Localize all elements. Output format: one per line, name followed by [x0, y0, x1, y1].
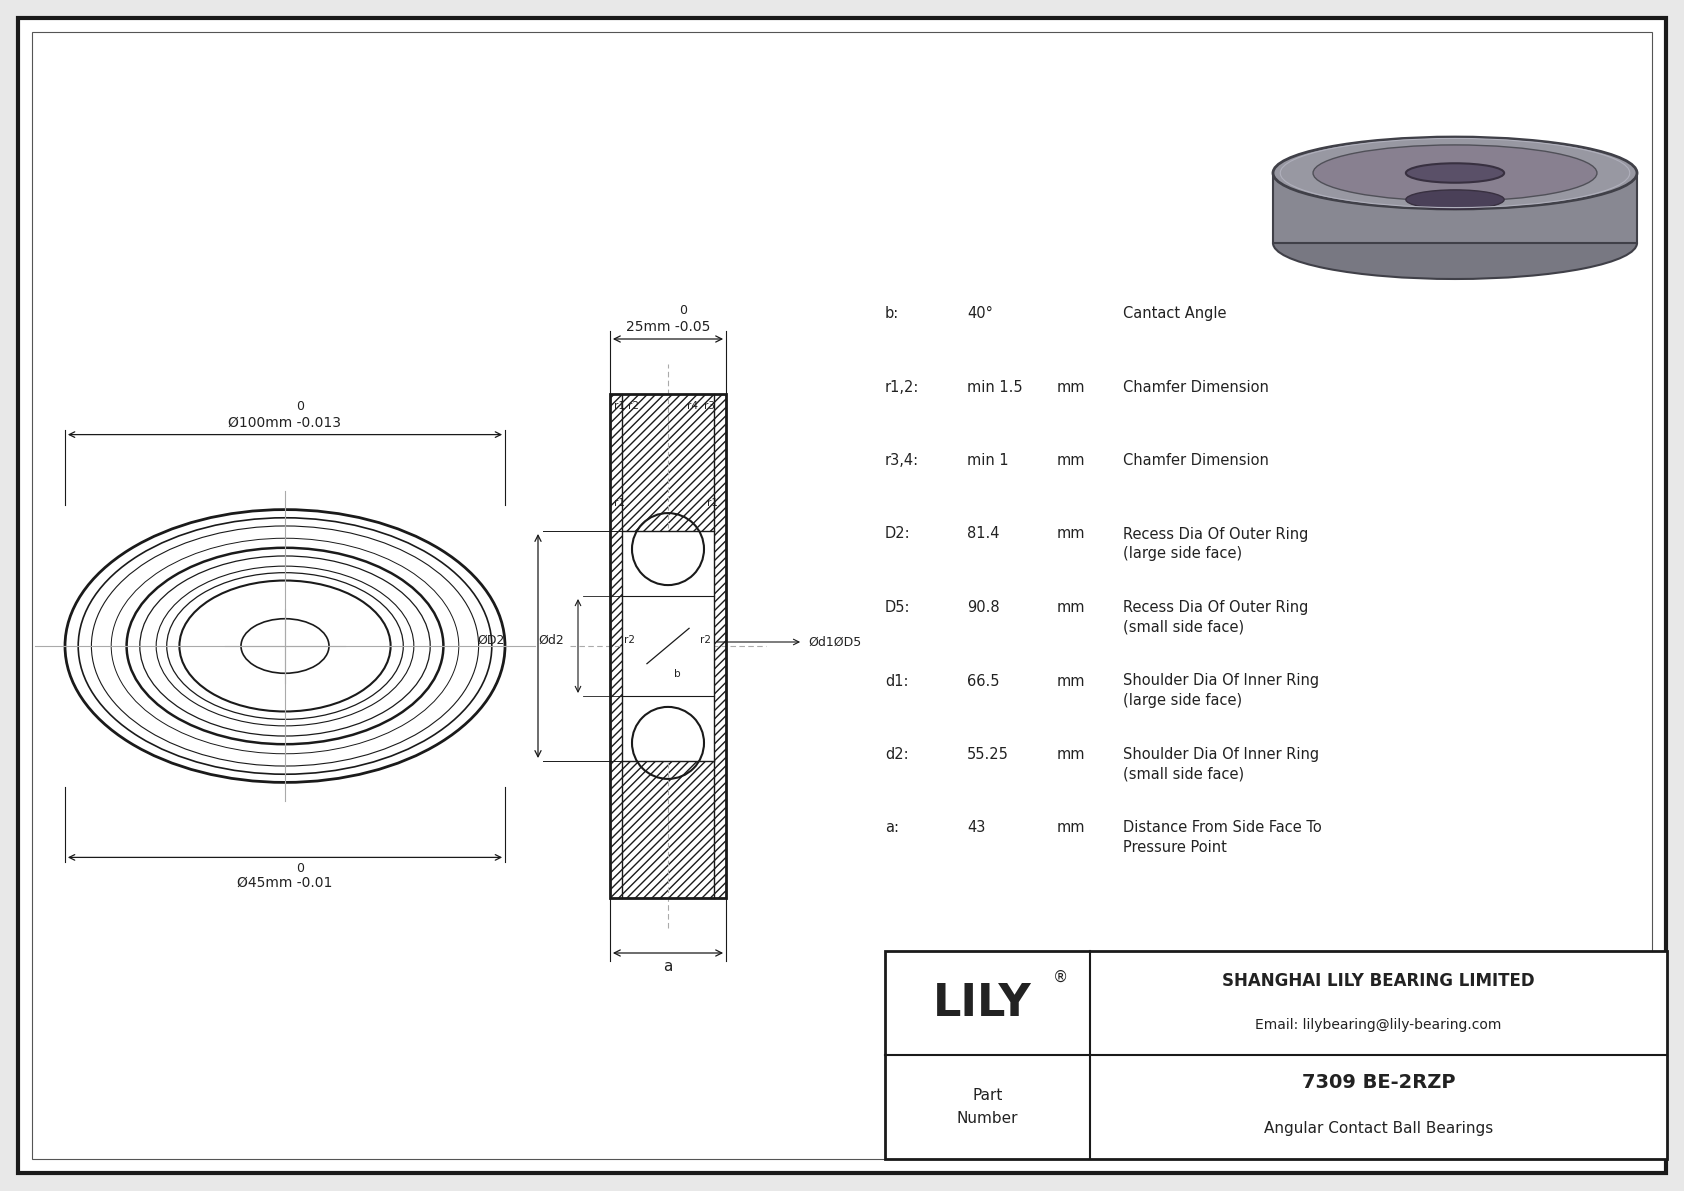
Text: mm: mm — [1058, 821, 1086, 836]
Text: r1: r1 — [707, 498, 719, 509]
Text: Chamfer Dimension: Chamfer Dimension — [1123, 453, 1268, 468]
Text: Recess Dia Of Outer Ring
(large side face): Recess Dia Of Outer Ring (large side fac… — [1123, 526, 1308, 561]
Text: r4: r4 — [687, 401, 697, 411]
Text: D2:: D2: — [886, 526, 911, 542]
Text: 25mm -0.05: 25mm -0.05 — [626, 320, 711, 333]
Text: Ø45mm -0.01: Ø45mm -0.01 — [237, 875, 333, 890]
Text: Chamfer Dimension: Chamfer Dimension — [1123, 380, 1268, 394]
Text: min 1.5: min 1.5 — [967, 380, 1022, 394]
Text: Ø100mm -0.013: Ø100mm -0.013 — [229, 416, 342, 430]
Text: r2: r2 — [628, 401, 638, 411]
Text: d1:: d1: — [886, 673, 908, 688]
Text: mm: mm — [1058, 673, 1086, 688]
Text: 7309 BE-2RZP: 7309 BE-2RZP — [1302, 1073, 1455, 1092]
Bar — [621, 761, 714, 898]
Text: mm: mm — [1058, 453, 1086, 468]
Text: a:: a: — [886, 821, 899, 836]
Text: Shoulder Dia Of Inner Ring
(large side face): Shoulder Dia Of Inner Ring (large side f… — [1123, 673, 1319, 709]
Text: r3,4:: r3,4: — [886, 453, 919, 468]
Text: d2:: d2: — [886, 747, 909, 762]
Text: r1: r1 — [615, 401, 625, 411]
Text: Recess Dia Of Outer Ring
(small side face): Recess Dia Of Outer Ring (small side fac… — [1123, 600, 1308, 635]
Text: ØD2: ØD2 — [478, 634, 505, 647]
Text: mm: mm — [1058, 380, 1086, 394]
Text: Distance From Side Face To
Pressure Point: Distance From Side Face To Pressure Poin… — [1123, 821, 1322, 855]
Text: Part
Number: Part Number — [957, 1089, 1019, 1125]
Text: D5:: D5: — [886, 600, 911, 615]
Polygon shape — [1273, 173, 1637, 243]
Text: min 1: min 1 — [967, 453, 1009, 468]
Text: 55.25: 55.25 — [967, 747, 1009, 762]
Text: LILY: LILY — [933, 981, 1032, 1024]
Text: ®: ® — [1052, 969, 1068, 985]
Text: 66.5: 66.5 — [967, 673, 1000, 688]
Bar — [621, 394, 714, 531]
Bar — [886, 950, 1667, 1159]
Text: SHANGHAI LILY BEARING LIMITED: SHANGHAI LILY BEARING LIMITED — [1223, 972, 1534, 990]
Text: Email: lilybearing@lily-bearing.com: Email: lilybearing@lily-bearing.com — [1255, 1018, 1502, 1031]
Bar — [621, 531, 714, 761]
Text: r1,2:: r1,2: — [886, 380, 919, 394]
Text: 40°: 40° — [967, 306, 994, 322]
Text: b: b — [674, 669, 680, 679]
Ellipse shape — [1314, 145, 1596, 201]
Text: 81.4: 81.4 — [967, 526, 1000, 542]
Text: r3: r3 — [704, 401, 716, 411]
Text: b:: b: — [886, 306, 899, 322]
Text: 0: 0 — [296, 400, 305, 412]
Text: r2: r2 — [623, 635, 635, 646]
Text: mm: mm — [1058, 526, 1086, 542]
Ellipse shape — [1273, 207, 1637, 279]
Text: r1: r1 — [615, 498, 625, 509]
Text: 0: 0 — [296, 862, 305, 875]
Text: 43: 43 — [967, 821, 985, 836]
Ellipse shape — [1406, 163, 1504, 182]
Text: a: a — [663, 959, 672, 974]
Bar — [610, 394, 621, 898]
Bar — [610, 394, 726, 898]
Text: 90.8: 90.8 — [967, 600, 1000, 615]
Text: Angular Contact Ball Bearings: Angular Contact Ball Bearings — [1265, 1122, 1494, 1136]
Text: Shoulder Dia Of Inner Ring
(small side face): Shoulder Dia Of Inner Ring (small side f… — [1123, 747, 1319, 781]
Text: Ød1ØD5: Ød1ØD5 — [808, 636, 861, 649]
Text: r2: r2 — [701, 635, 711, 646]
Bar — [714, 394, 726, 898]
Text: mm: mm — [1058, 600, 1086, 615]
Text: mm: mm — [1058, 747, 1086, 762]
Ellipse shape — [1273, 137, 1637, 208]
Ellipse shape — [1406, 189, 1504, 210]
Text: 0: 0 — [679, 304, 687, 317]
Text: Cantact Angle: Cantact Angle — [1123, 306, 1226, 322]
Text: Ød2: Ød2 — [539, 634, 564, 647]
